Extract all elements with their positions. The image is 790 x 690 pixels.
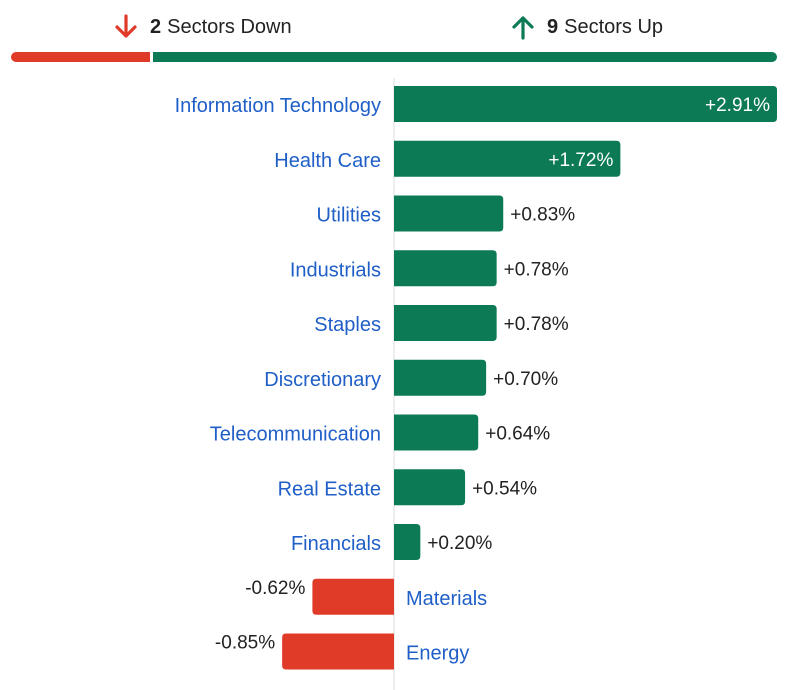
sector-label: Financials <box>291 533 381 555</box>
sector-bar <box>394 195 504 232</box>
sector-label: Materials <box>406 588 487 610</box>
sector-summary-header: 2 Sectors Down 9 Sectors Up <box>0 0 790 50</box>
sectors-up-summary: 9 Sectors Up <box>511 14 663 40</box>
sector-value-label: +0.83% <box>510 205 575 226</box>
arrow-up-icon <box>512 16 534 40</box>
sector-bar <box>394 250 497 287</box>
sector-label: Health Care <box>274 150 381 172</box>
sector-value-label: +0.64% <box>485 424 550 445</box>
sector-bar <box>282 633 394 670</box>
sector-value-label: +0.70% <box>493 369 558 390</box>
sectors-down-label: Sectors Down <box>167 15 292 38</box>
arrow-down-icon <box>115 14 137 38</box>
sector-value-label: +0.78% <box>504 259 569 280</box>
sector-split-bar <box>11 52 777 62</box>
sectors-up-label: Sectors Up <box>564 15 664 38</box>
sector-bar <box>394 140 621 177</box>
sectors-down-segment <box>11 52 150 62</box>
sector-label: Discretionary <box>264 369 381 391</box>
sector-bar <box>394 305 497 341</box>
sectors-up-segment <box>153 52 777 62</box>
sector-bar <box>312 578 394 615</box>
sector-value-label: +2.91% <box>705 95 770 116</box>
sector-value-label: +0.54% <box>472 478 537 499</box>
sectors-down-summary: 2 Sectors Down <box>114 14 292 40</box>
sector-value-label: +0.20% <box>427 533 492 554</box>
sector-bar <box>394 414 479 451</box>
sector-label: Information Technology <box>175 95 381 117</box>
sector-label: Utilities <box>317 205 381 227</box>
sector-label: Energy <box>406 643 469 665</box>
sector-bar <box>394 86 777 122</box>
sector-bar <box>394 469 466 506</box>
sector-label: Telecommunication <box>210 424 381 446</box>
sector-label: Real Estate <box>278 478 381 500</box>
sector-value-label: -0.85% <box>215 633 275 654</box>
sector-label: Staples <box>314 314 381 336</box>
sectors-up-count: 9 <box>547 15 559 38</box>
sector-value-label: -0.62% <box>245 578 305 599</box>
sectors-down-count: 2 <box>150 15 162 38</box>
sector-label: Industrials <box>290 259 381 281</box>
sector-bar <box>394 524 421 560</box>
sector-value-label: +1.72% <box>548 150 613 171</box>
sector-bar <box>394 359 487 396</box>
sector-value-label: +0.78% <box>504 314 569 335</box>
